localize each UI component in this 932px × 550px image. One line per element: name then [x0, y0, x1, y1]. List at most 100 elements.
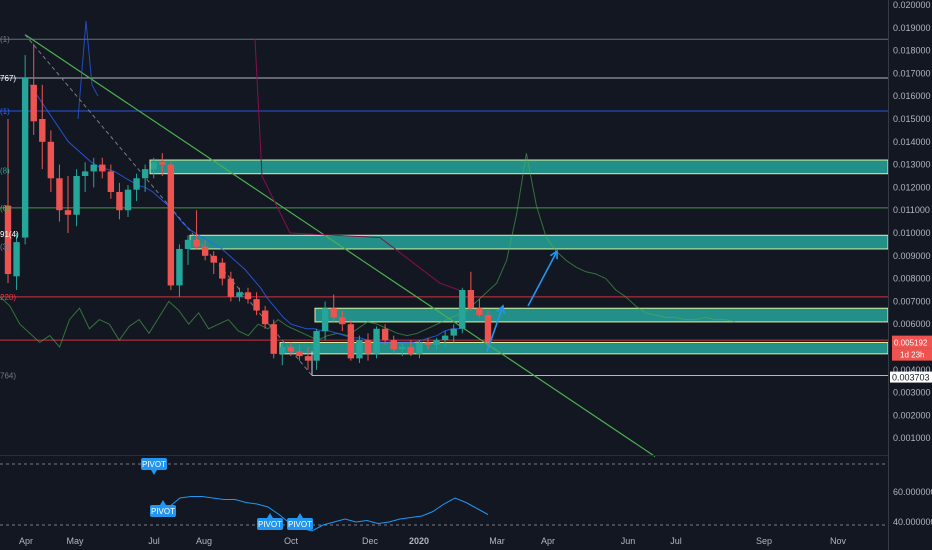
pivot-badge: PIVOT: [150, 500, 176, 517]
fib-label-3: (8): [0, 166, 10, 175]
price-tick-label: 0.006000: [893, 319, 931, 329]
candle: [339, 310, 346, 332]
fib-horizontal-lines: [0, 38, 888, 376]
arrowhead-0: [496, 304, 506, 314]
candle: [279, 342, 286, 366]
candle: [253, 292, 260, 316]
candle-body: [21, 77, 29, 238]
candle: [450, 324, 457, 343]
candle-body: [476, 308, 483, 316]
candle: [330, 294, 337, 322]
candle-body: [424, 342, 432, 345]
lower-indicator-line: [157, 496, 489, 532]
candle-body: [13, 242, 20, 277]
candle-body: [287, 347, 295, 352]
candle: [201, 239, 209, 261]
candle-body: [64, 210, 72, 215]
pivot-badge-label: PIVOT: [151, 507, 175, 516]
time-tick-label: Mar: [489, 536, 505, 546]
candle: [433, 337, 440, 350]
candle-body: [176, 248, 183, 286]
candle-body: [244, 292, 252, 300]
candle-body: [399, 347, 406, 350]
candle-body: [90, 164, 97, 172]
candle-body: [484, 315, 492, 343]
current-price-tag: [892, 335, 932, 349]
candle: [64, 176, 72, 233]
price-tick-label: 0.014000: [893, 137, 931, 147]
candle-body: [261, 310, 269, 325]
candle: [141, 164, 149, 192]
candle: [484, 310, 492, 350]
candle: [424, 337, 432, 350]
candle-body: [159, 162, 166, 165]
candle-body: [364, 340, 372, 354]
time-tick-label: Jul: [670, 536, 682, 546]
candle-body: [450, 328, 457, 336]
candle: [381, 324, 389, 345]
candle-body: [141, 169, 149, 179]
price-tick-label: 0.004000: [893, 365, 931, 375]
projection-arrow-1: [527, 250, 558, 307]
candle-body: [210, 255, 217, 263]
ma-spike: [77, 20, 99, 120]
pivot-badge-label: PIVOT: [258, 520, 282, 529]
candle-body: [347, 324, 355, 359]
candle-body: [81, 171, 89, 176]
candle: [133, 173, 140, 202]
candle-body: [56, 178, 63, 211]
price-tick-label: 0.019000: [893, 23, 931, 33]
time-tick-label: Apr: [541, 536, 555, 546]
candle-body: [270, 324, 277, 354]
candle: [270, 319, 277, 359]
candle: [390, 335, 397, 354]
pivot-badge-pointer: [160, 500, 166, 505]
candle: [321, 301, 329, 341]
candle: [364, 333, 372, 361]
price-tick-label: 0.001000: [893, 433, 931, 443]
lower-indicator-panel: 60.000000 40.000000 PIVOT PIVOT PIVOT PIVOT: [0, 458, 932, 532]
fib-label-2: (1): [0, 107, 10, 116]
time-tick-label: Nov: [830, 536, 847, 546]
pivot-badge: PIVOT: [257, 513, 283, 530]
current-price-label: 0.005192: [894, 339, 928, 348]
fib-label-5: 91(4): [0, 230, 19, 239]
candle-body: [441, 335, 449, 341]
candle-body: [227, 278, 235, 297]
candle: [347, 319, 355, 361]
candle: [73, 169, 80, 227]
candle-body: [253, 299, 260, 311]
time-tick-label: Dec: [362, 536, 379, 546]
time-axis[interactable]: Apr May Jul Aug Oct Dec 2020 Mar Apr Jun Jul Sep Nov: [19, 536, 847, 546]
trendline: [24, 34, 656, 457]
price-tick-label: 0.008000: [893, 274, 931, 284]
candle-body: [133, 178, 140, 190]
candle-body: [304, 356, 312, 361]
countdown-label: 1d 23h: [900, 351, 924, 360]
price-tick-label: 0.020000: [893, 0, 931, 10]
zone-3: [279, 341, 889, 355]
fib-label-8: 764): [0, 372, 16, 381]
zone-2: [314, 307, 889, 323]
pivot-badge-bg: [141, 458, 167, 470]
candle: [184, 235, 192, 265]
price-tick-label: 0.003000: [893, 388, 931, 398]
projection-arrow-0: [486, 305, 504, 352]
countdown-tag: [892, 348, 932, 361]
candle-body: [184, 239, 192, 249]
candle-body: [99, 164, 106, 172]
pivot-badge-label: PIVOT: [288, 520, 312, 529]
lower-tick-label: 60.000000: [893, 487, 932, 497]
candle: [30, 43, 37, 135]
price-tick-label: 0.011000: [893, 205, 930, 215]
candle: [287, 342, 295, 357]
candle: [124, 185, 132, 218]
candle: [416, 340, 423, 359]
candle-body: [47, 141, 55, 179]
time-tick-label: Sep: [756, 536, 772, 546]
fib-label-4: (6): [0, 204, 10, 213]
candle: [261, 305, 269, 329]
candle-body: [339, 317, 346, 325]
